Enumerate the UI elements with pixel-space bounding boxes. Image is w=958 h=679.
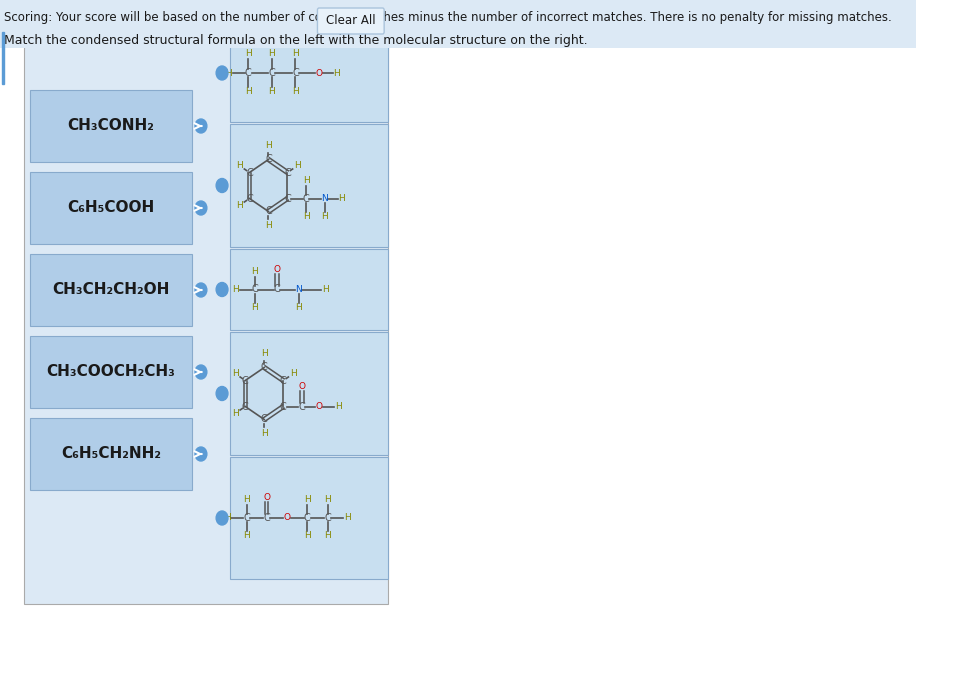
FancyBboxPatch shape bbox=[30, 254, 193, 326]
Circle shape bbox=[195, 201, 207, 215]
FancyBboxPatch shape bbox=[24, 24, 388, 604]
Text: N: N bbox=[295, 285, 303, 294]
Circle shape bbox=[195, 119, 207, 133]
Text: C: C bbox=[280, 401, 286, 411]
FancyBboxPatch shape bbox=[30, 90, 193, 162]
Text: C: C bbox=[245, 68, 252, 78]
Text: H: H bbox=[252, 267, 259, 276]
Circle shape bbox=[217, 511, 228, 525]
Text: Match the condensed structural formula on the left with the molecular structure : Match the condensed structural formula o… bbox=[4, 34, 588, 47]
Text: H: H bbox=[224, 513, 231, 523]
Text: H: H bbox=[268, 50, 275, 58]
Text: H: H bbox=[232, 369, 239, 378]
Text: N: N bbox=[321, 194, 328, 203]
Text: H: H bbox=[294, 161, 301, 170]
Text: O: O bbox=[263, 494, 270, 502]
Text: C: C bbox=[261, 414, 267, 424]
Text: O: O bbox=[315, 402, 322, 411]
FancyBboxPatch shape bbox=[230, 249, 388, 330]
Text: C: C bbox=[241, 375, 249, 386]
Text: O: O bbox=[315, 69, 323, 77]
Text: H: H bbox=[245, 50, 252, 58]
Text: H: H bbox=[295, 303, 303, 312]
Text: H: H bbox=[292, 50, 299, 58]
FancyBboxPatch shape bbox=[230, 332, 388, 455]
Text: H: H bbox=[232, 285, 239, 294]
Text: H: H bbox=[236, 161, 242, 170]
Text: CH₃CH₂CH₂OH: CH₃CH₂CH₂OH bbox=[53, 282, 170, 297]
Circle shape bbox=[195, 447, 207, 461]
Text: Clear All: Clear All bbox=[326, 14, 376, 28]
Text: H: H bbox=[292, 88, 299, 96]
Circle shape bbox=[195, 365, 207, 379]
Text: H: H bbox=[261, 349, 267, 358]
Text: H: H bbox=[252, 303, 259, 312]
Text: C: C bbox=[246, 194, 253, 204]
Text: CH₃CONH₂: CH₃CONH₂ bbox=[68, 119, 154, 134]
Text: C: C bbox=[324, 513, 331, 523]
Text: O: O bbox=[284, 513, 290, 523]
Text: H: H bbox=[261, 429, 267, 438]
Bar bbox=[2, 32, 4, 84]
Text: C: C bbox=[243, 513, 250, 523]
Text: H: H bbox=[268, 88, 275, 96]
Text: C: C bbox=[299, 401, 306, 411]
Text: H: H bbox=[333, 69, 340, 77]
FancyBboxPatch shape bbox=[317, 8, 384, 34]
Text: H: H bbox=[321, 212, 328, 221]
Text: H: H bbox=[236, 201, 242, 210]
Text: H: H bbox=[303, 176, 309, 185]
Text: C: C bbox=[261, 363, 267, 373]
FancyBboxPatch shape bbox=[30, 336, 193, 408]
Text: H: H bbox=[265, 141, 272, 150]
Circle shape bbox=[217, 66, 228, 80]
Text: H: H bbox=[324, 496, 331, 504]
Text: H: H bbox=[344, 513, 351, 523]
Text: C: C bbox=[265, 206, 272, 217]
Text: C: C bbox=[292, 68, 299, 78]
Text: C₆H₅COOH: C₆H₅COOH bbox=[67, 200, 154, 215]
Text: H: H bbox=[225, 69, 232, 77]
Text: H: H bbox=[304, 496, 310, 504]
Text: O: O bbox=[298, 382, 306, 391]
FancyBboxPatch shape bbox=[230, 457, 388, 579]
Text: C: C bbox=[303, 194, 309, 204]
Text: H: H bbox=[324, 532, 331, 540]
FancyBboxPatch shape bbox=[230, 124, 388, 247]
Text: O: O bbox=[273, 265, 281, 274]
Text: H: H bbox=[232, 409, 239, 418]
Text: CH₃COOCH₂CH₃: CH₃COOCH₂CH₃ bbox=[47, 365, 175, 380]
Text: H: H bbox=[338, 194, 345, 203]
FancyBboxPatch shape bbox=[30, 418, 193, 490]
Text: Scoring: Your score will be based on the number of correct matches minus the num: Scoring: Your score will be based on the… bbox=[4, 11, 892, 24]
FancyBboxPatch shape bbox=[0, 0, 809, 679]
Text: C₆H₅CH₂NH₂: C₆H₅CH₂NH₂ bbox=[61, 447, 161, 462]
Text: C: C bbox=[252, 285, 259, 295]
Text: C: C bbox=[241, 401, 249, 411]
Text: C: C bbox=[285, 168, 291, 177]
Text: C: C bbox=[263, 513, 270, 523]
Text: H: H bbox=[243, 532, 250, 540]
Circle shape bbox=[195, 283, 207, 297]
Text: H: H bbox=[243, 496, 250, 504]
Circle shape bbox=[217, 386, 228, 401]
Text: H: H bbox=[265, 221, 272, 230]
Text: H: H bbox=[322, 285, 329, 294]
FancyBboxPatch shape bbox=[230, 24, 388, 122]
Text: C: C bbox=[285, 194, 291, 204]
Text: C: C bbox=[246, 168, 253, 177]
FancyBboxPatch shape bbox=[30, 172, 193, 244]
Text: H: H bbox=[334, 402, 341, 411]
Text: H: H bbox=[303, 212, 309, 221]
Text: C: C bbox=[304, 513, 310, 523]
Text: C: C bbox=[268, 68, 275, 78]
Circle shape bbox=[217, 179, 228, 193]
Text: C: C bbox=[274, 285, 281, 295]
Text: H: H bbox=[245, 88, 252, 96]
Circle shape bbox=[217, 282, 228, 297]
Text: C: C bbox=[280, 375, 286, 386]
Text: H: H bbox=[290, 369, 297, 378]
Text: H: H bbox=[304, 532, 310, 540]
Text: C: C bbox=[265, 155, 272, 164]
